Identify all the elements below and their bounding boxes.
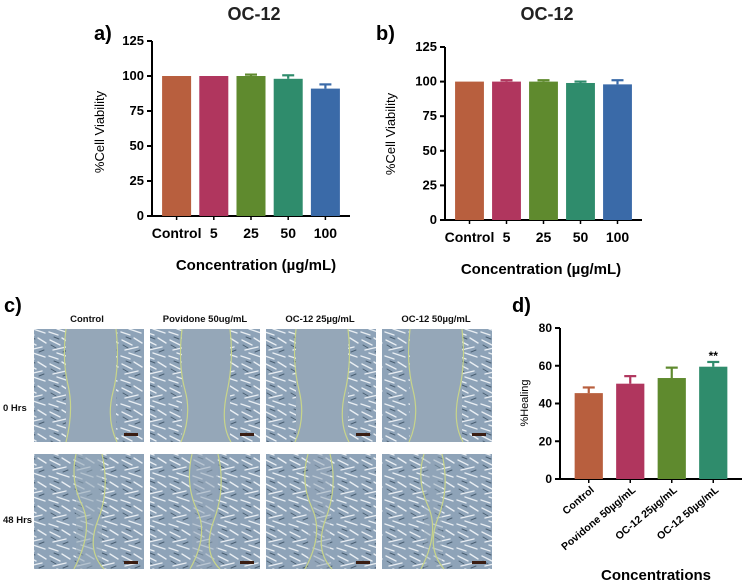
panel-d-y-label: %Healing <box>519 379 531 426</box>
panel-a-plot: 0 25 50 75 100 125 Control 5 25 50 100 <box>122 33 350 241</box>
panel-a-bar-2 <box>236 76 266 216</box>
panel-b-bar-2 <box>529 81 558 220</box>
panel-a-label: a) <box>94 23 112 45</box>
panel-a-category-label: 100 <box>314 225 338 241</box>
panel-a-y-tick-label: 125 <box>122 33 144 48</box>
panel-d-bar-2 <box>657 378 686 479</box>
panel-b-category-label: 100 <box>606 229 630 245</box>
image-column-header-control: Control <box>70 314 104 325</box>
panel-a-bar-0 <box>162 76 192 216</box>
image-column-header-oc12-50: OC-12 50µg/mL <box>401 314 471 325</box>
panel-d-x-label: Concentrations <box>601 567 711 584</box>
micrograph-oc12-50-48h <box>382 453 492 570</box>
image-row-label-0h: 0 Hrs <box>3 403 27 414</box>
panel-b-y-tick-label: 75 <box>423 108 437 123</box>
panel-a-bar-1 <box>199 76 229 216</box>
micrograph-oc12-25-0h <box>266 328 376 443</box>
panel-a-y-tick-label: 50 <box>130 138 144 153</box>
panel-d: d) %Healing Concentrations 0 20 40 60 80 Cont… <box>512 295 742 584</box>
panel-d-y-tick-label: 60 <box>539 359 553 373</box>
panel-d-y-tick-label: 20 <box>539 434 553 448</box>
panel-b-category-label: Control <box>445 229 495 245</box>
image-column-header-povidone: Povidone 50ug/mL <box>163 314 248 325</box>
panel-a-y-tick-label: 0 <box>137 208 144 223</box>
panel-d-category-label: Control <box>560 484 596 517</box>
panel-b-y-label: %Cell Viability <box>383 92 398 175</box>
panel-a: a) OC-12 %Cell Viability Concentration (… <box>92 4 350 274</box>
panel-b-y-tick-label: 100 <box>415 74 437 89</box>
panel-a-y-label: %Cell Viability <box>92 90 107 173</box>
panel-d-bar-0 <box>574 393 603 479</box>
panel-d-significance-label: ** <box>709 349 719 363</box>
micrograph-control-48h <box>34 453 144 570</box>
panel-d-bar-1 <box>616 383 645 479</box>
panel-b: b) OC-12 %Cell Viability Concentration (… <box>376 4 642 278</box>
panel-b-y-tick-label: 50 <box>423 143 437 158</box>
panel-a-category-label: 5 <box>210 225 218 241</box>
panel-d-y-tick-label: 0 <box>545 472 552 486</box>
panel-b-label: b) <box>376 23 395 45</box>
panel-b-bar-3 <box>566 82 595 220</box>
panel-d-label: d) <box>512 295 531 317</box>
micrograph-povidone-48h <box>150 453 260 570</box>
panel-d-y-tick-label: 80 <box>539 321 553 335</box>
micrograph-povidone-0h <box>150 328 260 443</box>
panel-b-x-label: Concentration (µg/mL) <box>461 261 621 278</box>
panel-a-y-tick-label: 25 <box>130 173 144 188</box>
panel-d-bar-3 <box>699 366 728 479</box>
panel-b-bar-1 <box>492 81 521 220</box>
panel-b-bar-0 <box>455 81 484 220</box>
panel-a-y-tick-label: 100 <box>122 68 144 83</box>
panel-a-title: OC-12 <box>227 4 280 24</box>
panel-b-bar-4 <box>603 84 632 220</box>
image-row-label-48h: 48 Hrs <box>3 515 32 526</box>
panel-a-y-tick-label: 75 <box>130 103 144 118</box>
panel-a-category-label: 25 <box>243 225 259 241</box>
panel-b-y-tick-label: 0 <box>430 212 437 227</box>
panel-b-category-label: 25 <box>536 229 552 245</box>
panel-b-y-tick-label: 125 <box>415 39 437 54</box>
micrograph-control-0h <box>34 328 144 443</box>
image-column-header-oc12-25: OC-12 25µg/mL <box>285 314 355 325</box>
micrograph-oc12-25-48h <box>266 453 376 570</box>
panel-b-category-label: 5 <box>503 229 511 245</box>
panel-b-plot: 0 25 50 75 100 125 Control 5 25 50 100 <box>415 39 642 245</box>
panel-a-category-label: 50 <box>280 225 296 241</box>
panel-b-category-label: 50 <box>573 229 589 245</box>
micrograph-oc12-50-0h <box>382 328 492 443</box>
panel-d-y-tick-label: 40 <box>539 397 553 411</box>
panel-a-category-label: Control <box>152 225 202 241</box>
panel-c: c) Control Povidone 50ug/mL OC-12 25µg/m… <box>3 295 492 570</box>
panel-c-label: c) <box>4 295 22 317</box>
panel-a-bar-3 <box>273 78 303 216</box>
panel-a-x-label: Concentration (µg/mL) <box>176 257 336 274</box>
panel-b-y-tick-label: 25 <box>423 177 437 192</box>
panel-d-category-label: Povidone 50µg/mL <box>559 484 638 553</box>
panel-b-title: OC-12 <box>520 4 573 24</box>
panel-a-bar-4 <box>310 88 340 216</box>
